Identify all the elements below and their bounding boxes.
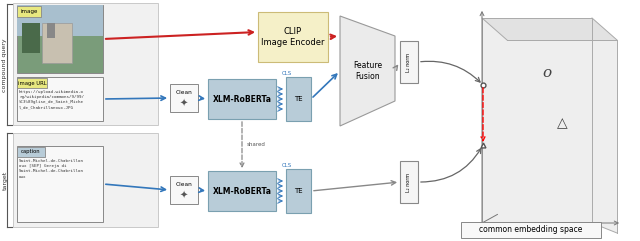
Bar bbox=[17, 5, 103, 73]
Text: https://upload.wikimedia.o
rg/wikipedia/commons/9/99/
%C3%89glise_de_Saint_Miche: https://upload.wikimedia.o rg/wikipedia/… bbox=[19, 90, 84, 110]
Bar bbox=[22, 23, 40, 53]
Text: CLS: CLS bbox=[282, 163, 292, 168]
Text: target: target bbox=[3, 170, 8, 190]
Text: L₂ norm: L₂ norm bbox=[406, 173, 412, 192]
Bar bbox=[17, 146, 103, 222]
Bar bbox=[17, 147, 45, 157]
Text: caption: caption bbox=[21, 149, 41, 154]
Text: image: image bbox=[20, 9, 38, 14]
Text: CLS: CLS bbox=[282, 71, 292, 76]
Text: compound query: compound query bbox=[3, 38, 8, 92]
Text: L₂ norm: L₂ norm bbox=[406, 53, 412, 72]
Text: image URL: image URL bbox=[18, 80, 46, 86]
Text: TE: TE bbox=[294, 188, 303, 194]
Bar bbox=[461, 222, 601, 238]
Text: △: △ bbox=[557, 116, 567, 130]
Text: shared: shared bbox=[246, 142, 266, 147]
Bar bbox=[170, 176, 198, 204]
Text: TE: TE bbox=[294, 96, 303, 102]
Text: Clean: Clean bbox=[175, 89, 193, 94]
Text: XLM-RoBERTa: XLM-RoBERTa bbox=[212, 187, 271, 195]
Text: Clean: Clean bbox=[175, 181, 193, 187]
Text: ✦: ✦ bbox=[180, 99, 188, 109]
Bar bbox=[286, 169, 311, 213]
Text: o: o bbox=[543, 66, 552, 80]
Bar bbox=[13, 133, 158, 227]
Bar bbox=[13, 3, 158, 125]
Text: Feature
Fusion: Feature Fusion bbox=[353, 61, 382, 81]
Bar bbox=[208, 79, 276, 119]
Bar bbox=[17, 5, 103, 36]
Bar bbox=[400, 41, 418, 83]
Bar bbox=[17, 6, 41, 17]
Text: CLIP
Image Encoder: CLIP Image Encoder bbox=[261, 27, 324, 47]
Bar bbox=[208, 171, 276, 211]
Bar bbox=[17, 78, 47, 88]
Bar bbox=[286, 77, 311, 121]
Text: XLM-RoBERTa: XLM-RoBERTa bbox=[212, 94, 271, 103]
Text: common embedding space: common embedding space bbox=[479, 226, 582, 234]
Bar bbox=[42, 23, 72, 63]
Polygon shape bbox=[482, 18, 592, 223]
Polygon shape bbox=[340, 16, 395, 126]
Bar bbox=[400, 161, 418, 203]
Bar bbox=[17, 77, 103, 121]
Text: ✦: ✦ bbox=[180, 191, 188, 201]
Bar bbox=[258, 12, 328, 62]
Text: Saint-Michel-de-Chabrillon
oux [SEP] Gereja di
Saint-Michel-de-Chabrillon
oux: Saint-Michel-de-Chabrillon oux [SEP] Ger… bbox=[19, 159, 84, 179]
Bar bbox=[170, 84, 198, 112]
Bar bbox=[47, 23, 55, 38]
Polygon shape bbox=[592, 18, 617, 233]
Polygon shape bbox=[482, 18, 617, 40]
